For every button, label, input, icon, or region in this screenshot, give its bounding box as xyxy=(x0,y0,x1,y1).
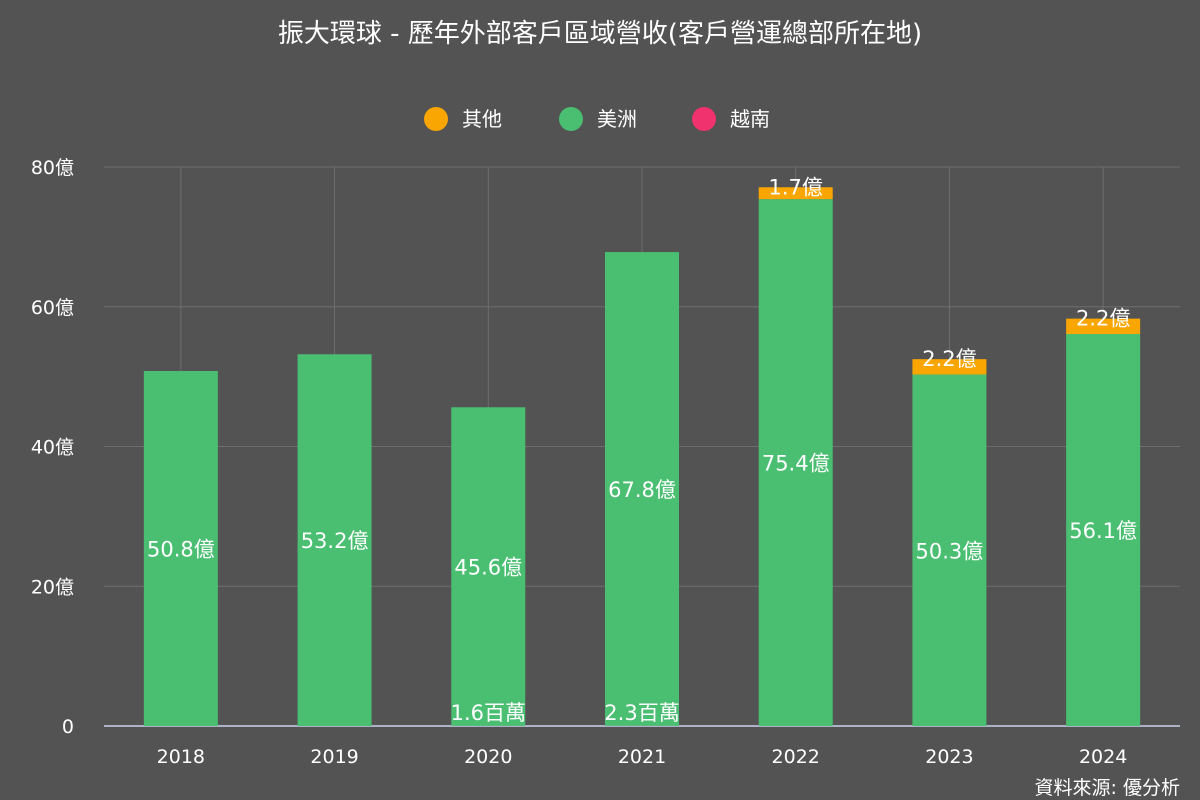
data-label: 75.4億 xyxy=(762,452,830,476)
bar-其他 xyxy=(1066,318,1141,335)
data-label: 45.6億 xyxy=(454,556,522,580)
y-tick-label: 40億 xyxy=(31,437,74,459)
bar-其他 xyxy=(758,187,833,200)
bar-美洲 xyxy=(297,354,372,726)
x-axis: 2018 2019 2020 2021 2022 2023 2024 xyxy=(104,725,1180,768)
legend-label: 越南 xyxy=(730,107,770,131)
legend-marker-其他 xyxy=(424,107,448,131)
x-tick-label: 2020 xyxy=(464,746,512,768)
y-tick-label: 0 xyxy=(62,716,74,738)
x-tick-label: 2019 xyxy=(310,746,358,768)
x-tick-label: 2022 xyxy=(772,746,820,768)
chart-title: 振大環球 - 歷年外部客戶區域營收(客戶營運總部所在地) xyxy=(278,19,922,49)
data-label: 2.2億 xyxy=(1076,307,1130,331)
data-label: 67.8億 xyxy=(608,478,676,502)
data-label: 2.3百萬 xyxy=(604,701,679,725)
data-label: 50.8億 xyxy=(147,538,215,562)
legend-marker-越南 xyxy=(692,107,716,131)
data-label: 1.7億 xyxy=(769,175,823,199)
data-label: 53.2億 xyxy=(301,529,369,553)
data-label: 50.3億 xyxy=(916,539,984,563)
legend-label: 其他 xyxy=(462,107,502,131)
data-label: 2.2億 xyxy=(922,347,976,371)
y-tick-label: 60億 xyxy=(31,297,74,319)
bar-美洲 xyxy=(758,199,833,726)
data-label: 56.1億 xyxy=(1069,519,1137,543)
y-tick-label: 20億 xyxy=(31,576,74,598)
bars xyxy=(143,187,1141,726)
source-note: 資料來源: 優分析 xyxy=(1035,777,1180,799)
bar-其他 xyxy=(912,359,987,375)
legend-marker-美洲 xyxy=(559,107,583,131)
legend-label: 美洲 xyxy=(597,107,637,131)
data-labels: 1.6百萬 2.3百萬 50.8億 53.2億 45.6億 67.8億 75.4億 50.3億… xyxy=(147,175,1137,725)
y-tick-label: 80億 xyxy=(31,157,74,179)
bar-美洲 xyxy=(605,252,679,726)
bar-美洲 xyxy=(912,374,987,726)
data-label: 1.6百萬 xyxy=(451,701,526,725)
x-tick-label: 2021 xyxy=(618,746,666,768)
bar-美洲 xyxy=(1066,334,1141,726)
y-axis: 0 20億 40億 60億 80億 xyxy=(31,157,74,738)
legend: 其他 美洲 越南 xyxy=(424,107,770,131)
x-tick-label: 2018 xyxy=(157,746,205,768)
x-tick-label: 2024 xyxy=(1079,746,1127,768)
bar-美洲 xyxy=(451,407,526,726)
x-tick-label: 2023 xyxy=(925,746,973,768)
bar-美洲 xyxy=(143,371,218,726)
